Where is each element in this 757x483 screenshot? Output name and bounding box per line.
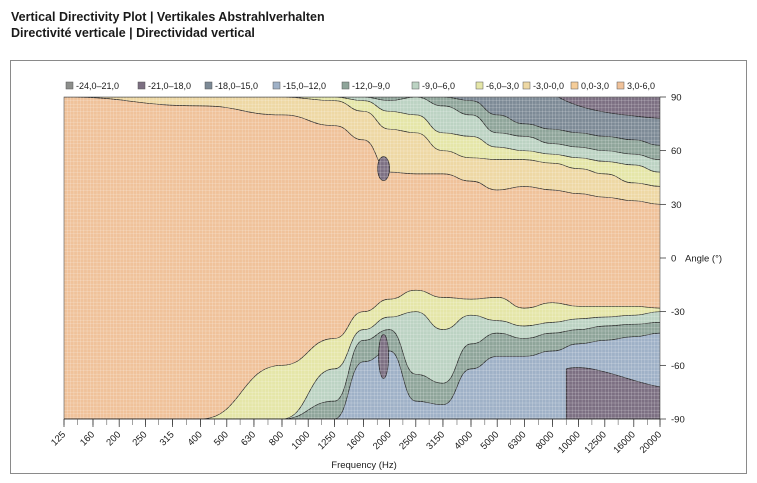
x-tick-label: 315: [158, 429, 177, 448]
legend-swatch: [204, 81, 213, 90]
header-title-line2: Directivité verticale | Directividad ver…: [11, 26, 255, 40]
y-tick-label: 60: [671, 146, 682, 157]
x-tick-label: 1000: [290, 429, 313, 452]
x-tick-label: 6300: [506, 429, 529, 452]
legend-label: -21,0–18,0: [148, 81, 191, 91]
x-tick-label: 20000: [638, 429, 664, 455]
x-tick-label: 500: [212, 429, 231, 448]
x-tick-label: 4000: [452, 429, 475, 452]
legend-label: -6,0–3,0: [486, 81, 519, 91]
y-axis-title: Angle (°): [685, 254, 722, 265]
contour-band-lower: [64, 333, 660, 419]
x-tick-label: 250: [131, 429, 150, 448]
legend: -24,0–21,0 -21,0–18,0 -18,0–15,0 -15,0–12,0…: [65, 81, 655, 91]
x-tick-label: 160: [78, 429, 97, 448]
grid: [64, 97, 660, 419]
contour-band-upper: [64, 97, 660, 146]
x-tick-label: 630: [239, 429, 258, 448]
y-tick-label: 90: [671, 93, 682, 104]
x-tick-label: 10000: [556, 429, 582, 455]
notch-hf-lower: [565, 367, 660, 419]
header-title-line1: Vertical Directivity Plot | Vertikales A…: [11, 10, 325, 24]
x-tick-label: 400: [186, 429, 205, 448]
x-tick-label: 5000: [479, 429, 502, 452]
x-tick-label: 800: [267, 429, 286, 448]
x-tick-label: 12500: [582, 429, 608, 455]
x-tick-label: 1250: [316, 429, 339, 452]
x-tick-label: 1600: [345, 429, 368, 452]
contour-line-upper: [64, 97, 660, 187]
x-tick-label: 8000: [534, 429, 557, 452]
contour-line-lower: [64, 332, 660, 419]
x-tick-label: 3150: [424, 429, 447, 452]
contour-line-upper: [64, 97, 660, 205]
legend-swatch: [616, 81, 625, 90]
notch-upper: [377, 156, 390, 181]
legend-label: -24,0–21,0: [76, 81, 119, 91]
x-tick-label: 200: [104, 429, 123, 448]
y-tick-label: -30: [671, 307, 685, 318]
x-tick-label: 2500: [397, 429, 420, 452]
legend-label: -9,0–6,0: [422, 81, 455, 91]
legend-swatch: [341, 81, 350, 90]
legend-label: -12,0–9,0: [352, 81, 390, 91]
legend-swatch: [272, 81, 281, 90]
legend-swatch: [137, 81, 146, 90]
contour-line-upper: [64, 97, 660, 160]
y-tick-label: -60: [671, 361, 685, 372]
legend-swatch: [570, 81, 579, 90]
legend-label: 0,0-3,0: [581, 81, 609, 91]
chart-frame: [10, 60, 747, 474]
legend-label: -3,0-0,0: [533, 81, 564, 91]
legend-swatch: [475, 81, 484, 90]
legend-swatch: [411, 81, 420, 90]
contour-line-upper: [64, 97, 660, 173]
legend-label: 3,0-6,0: [627, 81, 655, 91]
legend-label: -18,0–15,0: [215, 81, 258, 91]
x-tick-label: 2000: [371, 429, 394, 452]
legend-swatch: [65, 81, 74, 90]
y-tick-label: 30: [671, 200, 682, 211]
legend-swatch: [522, 81, 531, 90]
y-tick-label: 0: [671, 254, 676, 265]
x-axis-title: Frequency (Hz): [331, 460, 396, 471]
contour-line-lower: [64, 289, 660, 419]
y-tick-label: -90: [671, 415, 685, 426]
x-tick-label: 125: [49, 429, 68, 448]
x-tick-label: 16000: [611, 429, 637, 455]
notch-lower: [378, 334, 389, 379]
plot-area: [64, 97, 660, 419]
legend-label: -15,0–12,0: [283, 81, 326, 91]
